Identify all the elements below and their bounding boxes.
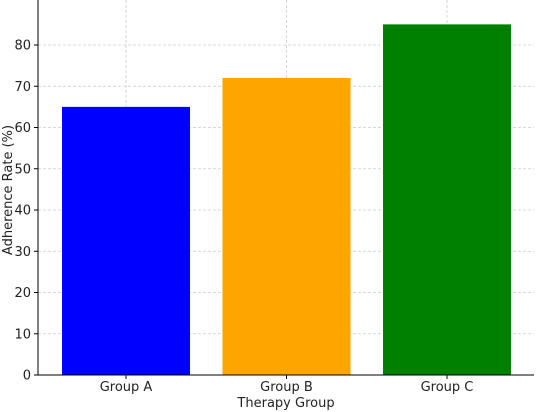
bars: [62, 24, 511, 375]
bar-group-b: [222, 78, 351, 375]
y-tick-label: 50: [14, 162, 31, 177]
y-tick-label: 40: [14, 204, 31, 219]
y-tick-label: 70: [14, 80, 31, 95]
y-tick-label: 10: [14, 327, 31, 342]
ticks: 0 10 20 30 40 50 60 70 80 Group A Group B Group C: [14, 39, 473, 396]
y-tick-label: 80: [14, 39, 31, 54]
y-tick-label: 0: [23, 369, 31, 384]
y-tick-label: 30: [14, 245, 31, 260]
bar-group-a: [62, 106, 190, 375]
x-tick-label: Group A: [100, 380, 153, 395]
x-tick-label: Group C: [421, 380, 474, 395]
x-axis-label: Therapy Group: [236, 396, 334, 411]
y-axis-label: Adherence Rate (%): [1, 125, 16, 255]
y-tick-label: 60: [14, 121, 31, 136]
bar-group-c: [383, 24, 511, 375]
x-tick-label: Group B: [260, 380, 313, 395]
y-tick-label: 20: [14, 286, 31, 301]
